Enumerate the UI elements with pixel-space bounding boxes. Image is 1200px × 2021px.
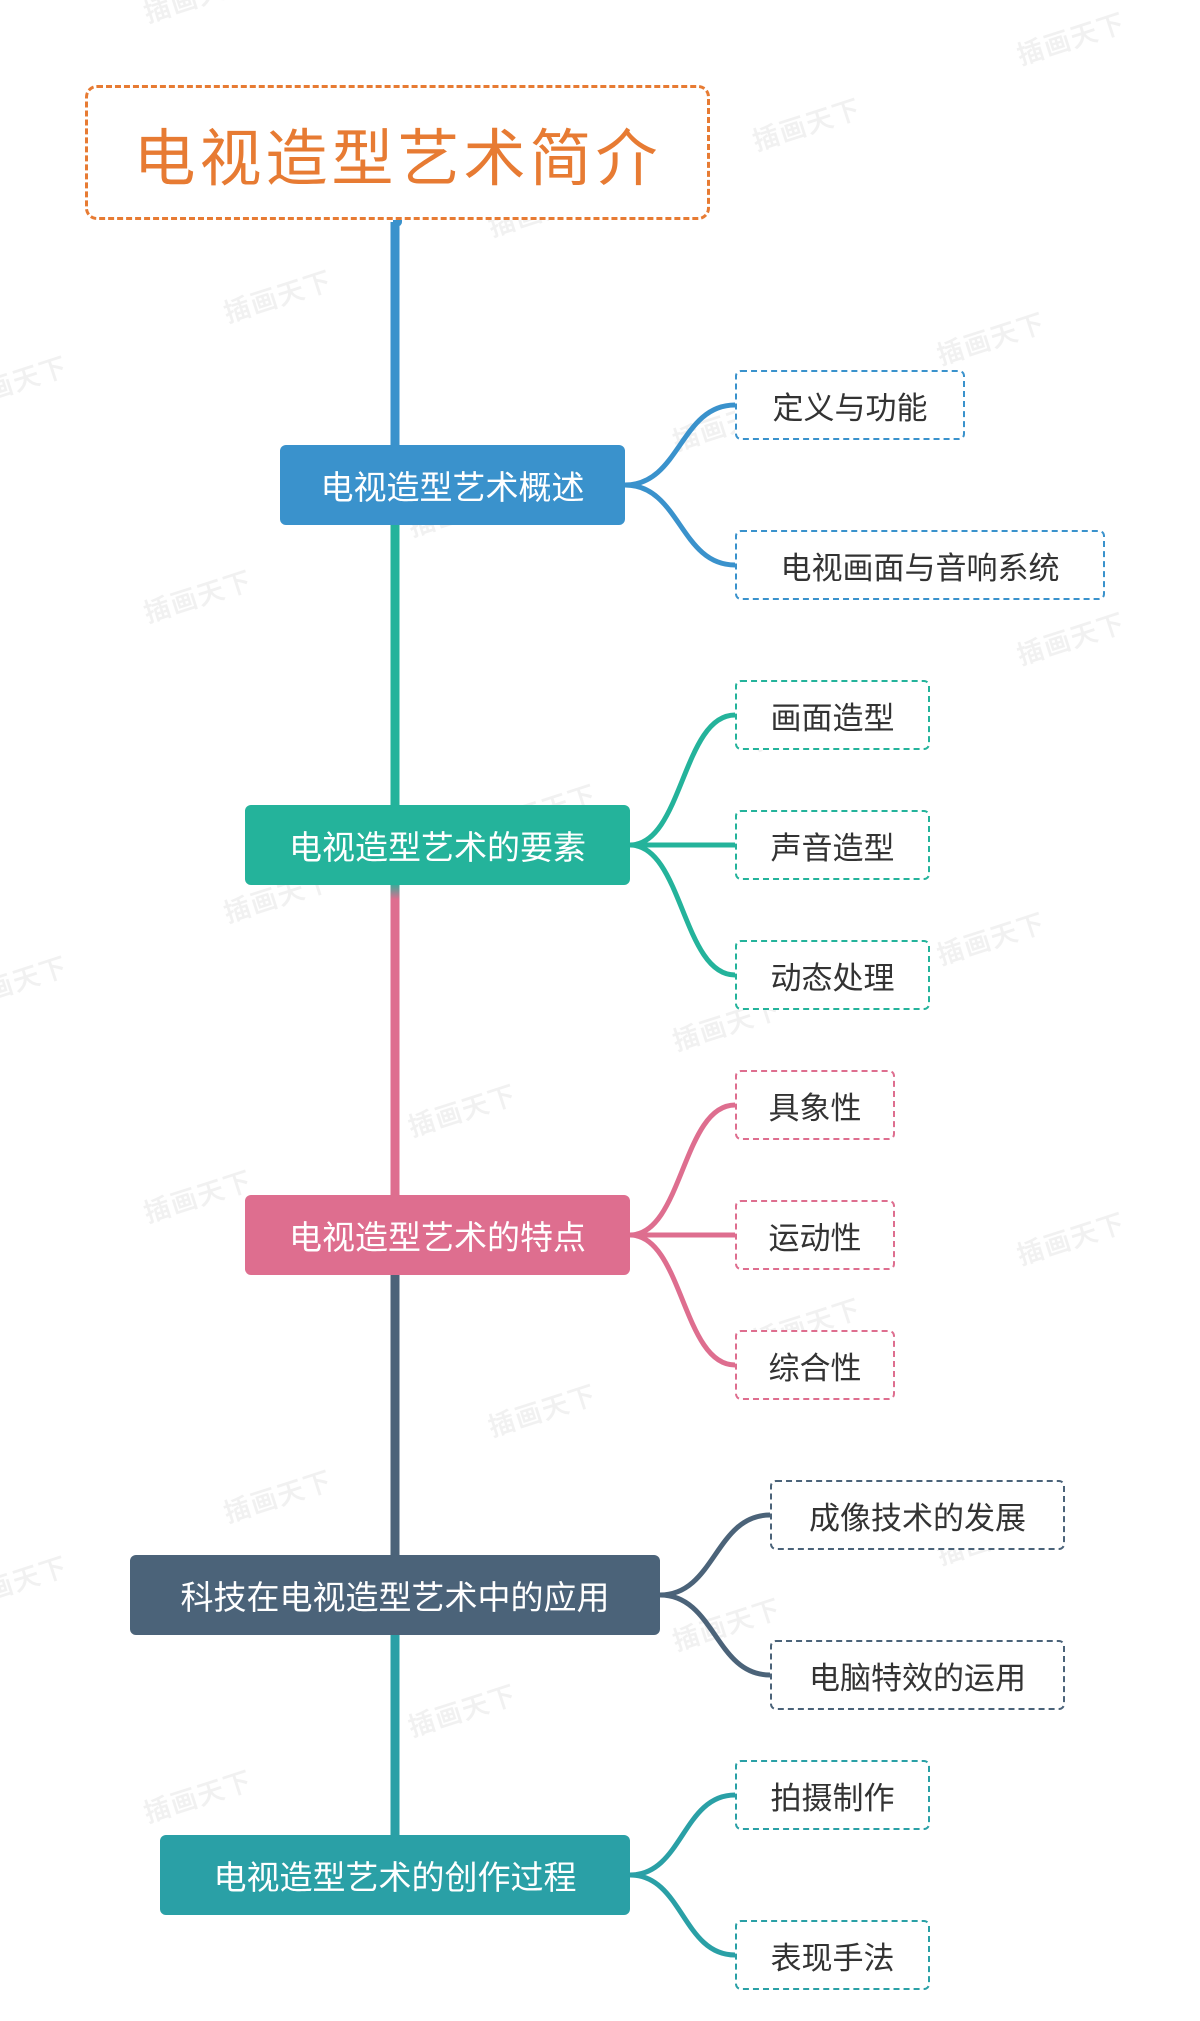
connector-layer (0, 0, 1200, 2021)
root-label: 电视造型艺术简介 (133, 108, 661, 198)
leaf-label: 画面造型 (771, 693, 895, 738)
leaf-label: 动态处理 (771, 953, 895, 998)
leaf-label: 运动性 (769, 1213, 862, 1258)
branch-node: 电视造型艺术的特点 (245, 1195, 630, 1275)
leaf-label: 成像技术的发展 (809, 1493, 1026, 1538)
mindmap-stage: 插画天下 插画天下 插画天下 插画天下 插画天下 插画天下 插画天下 插画天下 … (0, 0, 1200, 2021)
leaf-label: 电脑特效的运用 (809, 1653, 1026, 1698)
leaf-node: 声音造型 (735, 810, 930, 880)
root-node: 电视造型艺术简介 (85, 85, 710, 220)
leaf-node: 综合性 (735, 1330, 895, 1400)
leaf-label: 电视画面与音响系统 (781, 543, 1060, 588)
branch-label: 电视造型艺术的要素 (289, 821, 586, 869)
branch-label: 科技在电视造型艺术中的应用 (181, 1571, 610, 1619)
leaf-label: 综合性 (769, 1343, 862, 1388)
leaf-node: 定义与功能 (735, 370, 965, 440)
leaf-label: 表现手法 (771, 1933, 895, 1978)
leaf-label: 定义与功能 (773, 383, 928, 428)
branch-label: 电视造型艺术的特点 (289, 1211, 586, 1259)
leaf-node: 成像技术的发展 (770, 1480, 1065, 1550)
branch-node: 电视造型艺术的要素 (245, 805, 630, 885)
leaf-node: 动态处理 (735, 940, 930, 1010)
leaf-node: 表现手法 (735, 1920, 930, 1990)
leaf-label: 具象性 (769, 1083, 862, 1128)
branch-label: 电视造型艺术概述 (321, 461, 585, 509)
leaf-label: 拍摄制作 (771, 1773, 895, 1818)
branch-node: 科技在电视造型艺术中的应用 (130, 1555, 660, 1635)
leaf-node: 画面造型 (735, 680, 930, 750)
leaf-node: 电脑特效的运用 (770, 1640, 1065, 1710)
branch-node: 电视造型艺术的创作过程 (160, 1835, 630, 1915)
leaf-node: 拍摄制作 (735, 1760, 930, 1830)
leaf-label: 声音造型 (771, 823, 895, 868)
branch-label: 电视造型艺术的创作过程 (214, 1851, 577, 1899)
leaf-node: 具象性 (735, 1070, 895, 1140)
branch-node: 电视造型艺术概述 (280, 445, 625, 525)
leaf-node: 运动性 (735, 1200, 895, 1270)
leaf-node: 电视画面与音响系统 (735, 530, 1105, 600)
